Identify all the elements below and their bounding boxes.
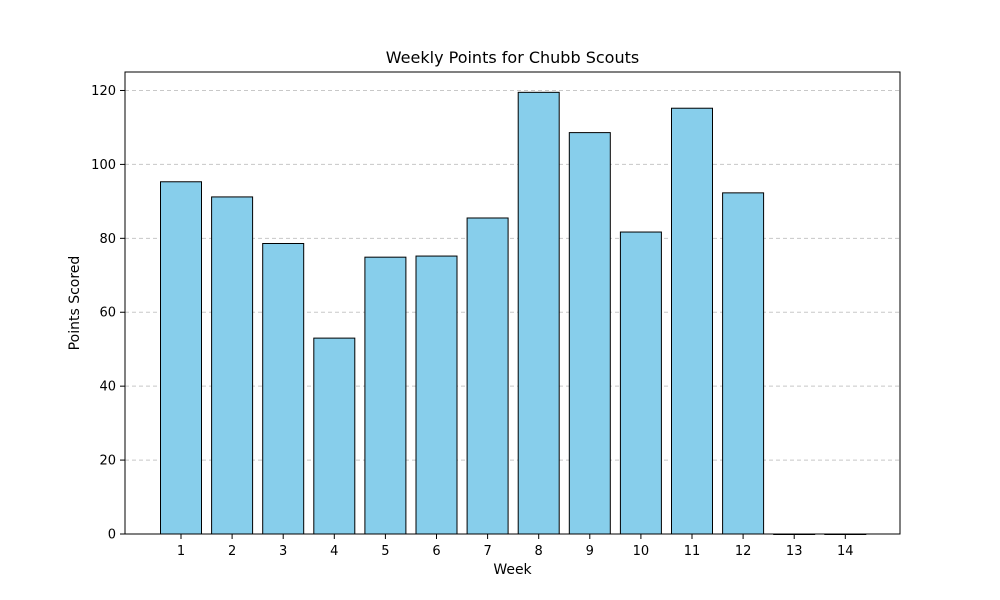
x-tick-label: 12 [735, 544, 752, 559]
y-tick-label: 40 [99, 380, 116, 395]
bar [619, 231, 662, 535]
bar [160, 181, 202, 535]
bar [568, 132, 611, 535]
y-tick-label: 0 [108, 528, 116, 543]
x-tick-label: 8 [535, 544, 543, 559]
x-tick-label: 5 [381, 544, 389, 559]
bar [211, 196, 254, 535]
bar [466, 217, 509, 535]
bars [160, 91, 867, 535]
x-axis-ticks: 1 2 3 4 5 6 7 8 9 10 11 12 13 14 [177, 534, 854, 559]
x-tick-label: 10 [633, 544, 650, 559]
chart-title: Weekly Points for Chubb Scouts [386, 48, 639, 67]
x-axis-label: Week [493, 562, 532, 578]
y-tick-label: 100 [91, 158, 116, 173]
bar [671, 107, 713, 535]
x-tick-label: 7 [483, 544, 491, 559]
x-tick-label: 9 [586, 544, 594, 559]
bar [415, 255, 458, 535]
y-tick-label: 80 [99, 232, 116, 247]
x-tick-label: 13 [786, 544, 803, 559]
x-tick-label: 1 [177, 544, 185, 559]
bar [517, 91, 560, 535]
y-axis-label: Points Scored [67, 256, 83, 351]
y-tick-label: 60 [99, 306, 116, 321]
x-tick-label: 3 [279, 544, 287, 559]
y-axis-ticks: 0 20 40 60 80 100 120 [91, 84, 125, 543]
x-tick-label: 4 [330, 544, 338, 559]
bar [313, 337, 356, 535]
x-tick-label: 2 [228, 544, 236, 559]
y-tick-label: 20 [99, 454, 116, 469]
x-tick-label: 6 [432, 544, 440, 559]
plot-frame [124, 71, 901, 535]
y-tick-label: 120 [91, 84, 116, 99]
grid-lines [125, 89, 900, 535]
x-tick-label: 11 [684, 544, 701, 559]
bar [364, 256, 407, 535]
x-tick-label: 14 [837, 544, 854, 559]
bar [262, 242, 305, 535]
bar [722, 192, 765, 535]
